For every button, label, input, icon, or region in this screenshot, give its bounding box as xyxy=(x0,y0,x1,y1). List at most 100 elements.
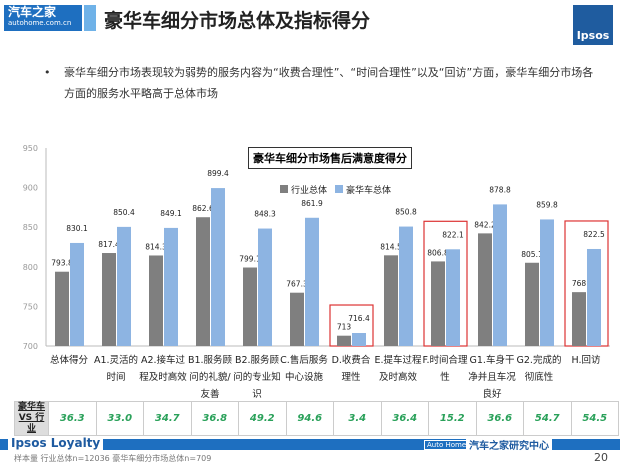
bar-industry xyxy=(102,253,116,346)
bar-luxury xyxy=(70,242,84,346)
data-label: 814.5 xyxy=(380,242,402,251)
y-tick-label: 800 xyxy=(23,263,38,272)
header-accent xyxy=(84,5,96,31)
data-label: 850.8 xyxy=(395,208,417,217)
bar-industry xyxy=(337,335,351,346)
bar-industry xyxy=(525,262,539,346)
bar-luxury xyxy=(540,219,554,346)
bar-industry xyxy=(478,233,492,346)
bar-luxury xyxy=(258,228,272,346)
autohome-logo: 汽车之家 autohome.com.cn xyxy=(4,5,82,31)
data-label: 793.8 xyxy=(51,259,73,268)
category-label: E.提车过程及时高效 xyxy=(374,355,422,383)
highlight-box xyxy=(564,220,609,347)
category-label: B1.服务顾问的礼貌/友善 xyxy=(187,355,233,400)
footer-center: 汽车之家研究中心 xyxy=(466,437,552,452)
logo-en: autohome.com.cn xyxy=(8,19,72,27)
y-tick-label: 850 xyxy=(23,223,38,232)
footer-bar: Ipsos Loyalty Auto Home 汽车之家研究中心 xyxy=(0,436,620,452)
data-label: 767.3 xyxy=(286,280,308,289)
category-label: 总体得分 xyxy=(49,355,88,366)
bar-luxury xyxy=(164,227,178,346)
bar-industry xyxy=(149,255,163,346)
data-label: 799.1 xyxy=(239,255,261,264)
footer-brand: Ipsos Loyalty xyxy=(8,436,104,450)
data-label: 848.3 xyxy=(254,210,276,219)
bar-industry xyxy=(384,255,398,346)
data-label: 822.5 xyxy=(583,230,605,239)
diff-value: 3.4 xyxy=(333,401,382,436)
y-tick-label: 700 xyxy=(23,342,38,351)
page-number: 20 xyxy=(594,451,608,464)
data-label: 768 xyxy=(572,279,587,288)
legend-industry: 行业总体 xyxy=(291,186,328,196)
bullet-text: 豪华车细分市场表现较为弱势的服务内容为“收费合理性”、“时间合理性”以及“回访”… xyxy=(64,66,594,100)
diff-value: 34.7 xyxy=(143,401,192,436)
data-label: 806.8 xyxy=(427,248,449,257)
data-label: 716.4 xyxy=(348,314,370,323)
bar-industry xyxy=(243,267,257,346)
bar-luxury xyxy=(587,248,601,346)
data-label: 805.1 xyxy=(521,250,543,259)
diff-value: 54.7 xyxy=(523,401,572,436)
bar-luxury xyxy=(211,188,225,346)
data-label: 817.4 xyxy=(98,240,120,249)
highlight-box xyxy=(423,220,468,347)
category-label: G1.车身干净并且车况良好 xyxy=(468,355,516,400)
bar-luxury xyxy=(446,249,460,346)
data-label: 814.3 xyxy=(145,242,167,251)
diff-value: 36.3 xyxy=(48,401,97,436)
data-label: 830.1 xyxy=(66,224,88,233)
data-label: 849.1 xyxy=(160,209,182,218)
chart-title: 豪华车细分市场售后满意度得分 xyxy=(248,147,412,169)
bullet-point: • 豪华车细分市场表现较为弱势的服务内容为“收费合理性”、“时间合理性”以及“回访… xyxy=(44,62,593,100)
sample-size: 样本量 行业总体n=12036 豪华车细分市场总体n=709 xyxy=(14,454,212,463)
diff-table: 豪华车 VS 行业 36.3 33.0 34.7 36.8 49.2 94.6 3.4 36.4… xyxy=(14,401,619,436)
diff-value: 36.6 xyxy=(475,401,524,436)
data-label: 878.8 xyxy=(489,185,511,194)
diff-value: 36.4 xyxy=(380,401,429,436)
ipsos-logo: Ipsos xyxy=(573,5,613,45)
category-label: F.时间合理性 xyxy=(422,355,468,383)
diff-value: 36.8 xyxy=(190,401,239,436)
legend-swatch-luxury xyxy=(335,185,344,193)
bar-luxury xyxy=(117,226,131,346)
category-label: C.售后服务中心设施 xyxy=(280,355,328,383)
legend-swatch-industry xyxy=(280,185,288,193)
page-title: 豪华车细分市场总体及指标得分 xyxy=(104,10,371,32)
category-label: G2.完成的彻底性 xyxy=(516,355,562,383)
data-label: 859.8 xyxy=(536,200,558,209)
highlight-box xyxy=(329,304,374,347)
bar-industry xyxy=(55,271,69,346)
bar-luxury xyxy=(493,204,507,346)
data-label: 822.1 xyxy=(442,230,464,239)
data-label: 899.4 xyxy=(207,169,229,178)
bar-industry xyxy=(431,261,445,346)
data-label: 850.4 xyxy=(113,208,135,217)
footer-badge: Auto Home xyxy=(424,440,470,450)
category-label: A1.灵活的时间 xyxy=(93,355,139,383)
bar-industry xyxy=(572,292,586,346)
category-label: H.回访 xyxy=(571,355,601,366)
diff-header: 豪华车 VS 行业 xyxy=(14,401,49,436)
bar-industry xyxy=(196,217,210,346)
category-label: A2.接车过程及时高效 xyxy=(139,355,187,383)
bar-luxury xyxy=(352,333,366,346)
logo-cn: 汽车之家 xyxy=(8,5,57,19)
y-tick-label: 750 xyxy=(23,302,38,311)
category-label: B2.服务顾问的专业知识 xyxy=(233,355,281,400)
data-label: 861.9 xyxy=(301,199,323,208)
bar-chart: 700 750 800 850 900 950 793.8 830.1 817.4 850.4 81… xyxy=(23,144,610,351)
bar-luxury xyxy=(305,217,319,346)
y-tick-label: 900 xyxy=(23,184,38,193)
bar-industry xyxy=(290,292,304,346)
data-label: 713 xyxy=(337,323,352,332)
data-label: 842.2 xyxy=(474,220,496,229)
diff-value: 49.2 xyxy=(238,401,287,436)
legend-luxury: 豪华车总体 xyxy=(346,186,392,196)
diff-value: 15.2 xyxy=(428,401,477,436)
data-label: 862.6 xyxy=(192,204,214,213)
y-tick-label: 950 xyxy=(23,144,38,153)
diff-value: 94.6 xyxy=(285,401,334,436)
diff-value: 54.5 xyxy=(570,401,619,436)
